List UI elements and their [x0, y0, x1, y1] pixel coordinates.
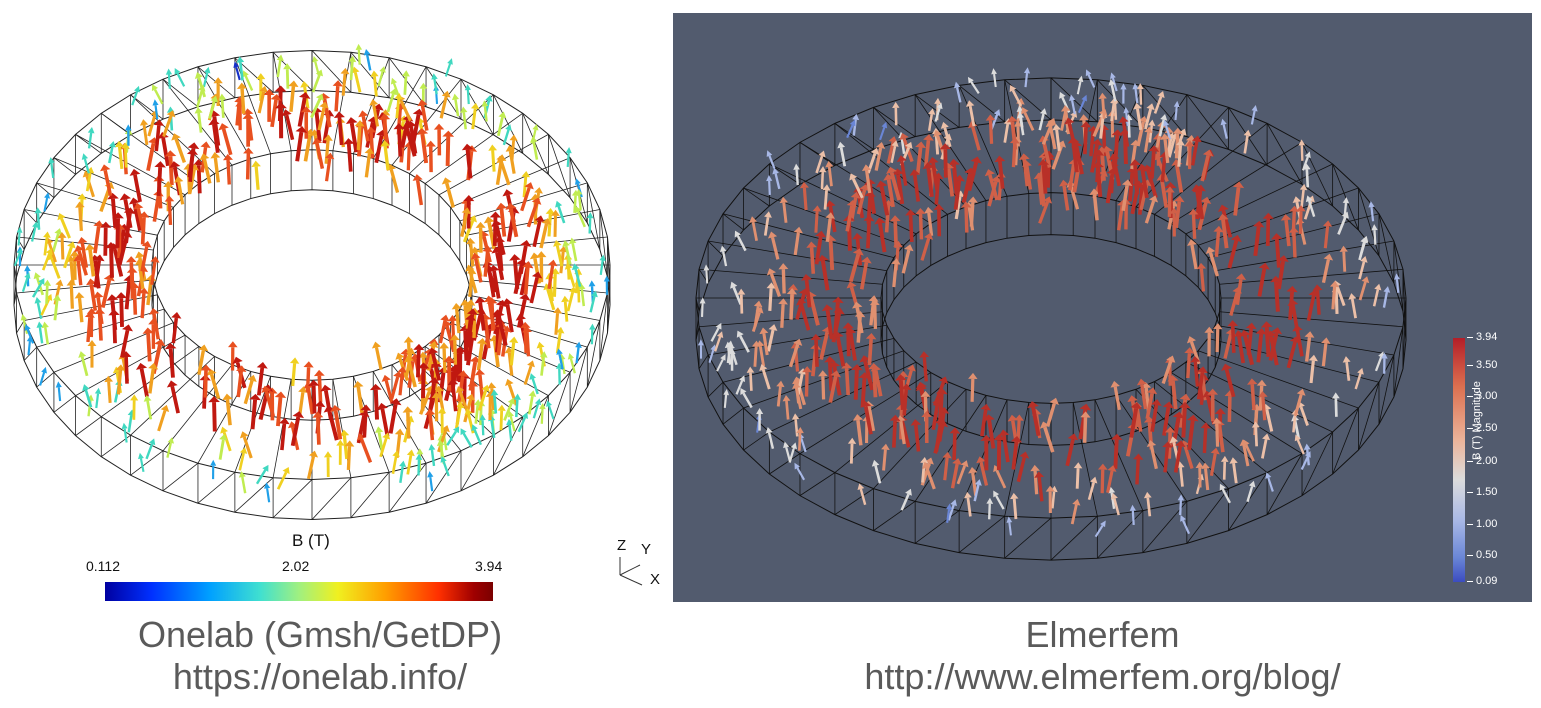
axis-x-label: X — [650, 571, 661, 588]
legend-tick: 1.00 — [1467, 518, 1497, 530]
onelab-caption-url: https://onelab.info/ — [172, 656, 468, 697]
legend-tick: 2.50 — [1467, 422, 1497, 434]
magnitude-legend-gradient — [1453, 338, 1465, 582]
legend-tick: 0.09 — [1467, 575, 1497, 587]
elmerfem-caption-title: Elmerfem — [1025, 614, 1180, 655]
axis-z-label: Z — [617, 537, 627, 554]
axis-y-label: Y — [641, 541, 652, 558]
colorbar-min-label: 0.112 — [86, 558, 120, 574]
wireframe-mesh — [13, 49, 611, 521]
onelab-caption-title: Onelab (Gmsh/GetDP) — [137, 614, 503, 655]
colorbar-max-label: 3.94 — [475, 558, 503, 574]
field-arrows — [697, 67, 1400, 538]
legend-title: B (T) Magnitude — [1471, 381, 1483, 460]
wireframe-mesh — [695, 77, 1407, 561]
onelab-viewport[interactable] — [0, 0, 670, 612]
legend-tick: 3.50 — [1467, 359, 1497, 371]
colorbar-mid-label: 2.02 — [282, 558, 310, 574]
elmerfem-viewport[interactable] — [673, 13, 1532, 602]
elmerfem-caption-url: http://www.elmerfem.org/blog/ — [864, 656, 1341, 697]
axes-orientation-icon — [619, 557, 643, 586]
onelab-torus-field-plot — [13, 43, 611, 521]
legend-tick: 2.00 — [1467, 455, 1497, 467]
colorbar-gradient — [105, 582, 493, 601]
legend-tick: 3.94 — [1467, 331, 1497, 343]
legend-tick: 0.50 — [1467, 549, 1497, 561]
legend-tick: 3.00 — [1467, 390, 1497, 402]
colorbar-title: B (T) — [292, 531, 330, 550]
elmerfem-torus-field-plot — [695, 67, 1407, 561]
legend-tick: 1.50 — [1467, 486, 1497, 498]
field-arrows — [13, 43, 610, 503]
